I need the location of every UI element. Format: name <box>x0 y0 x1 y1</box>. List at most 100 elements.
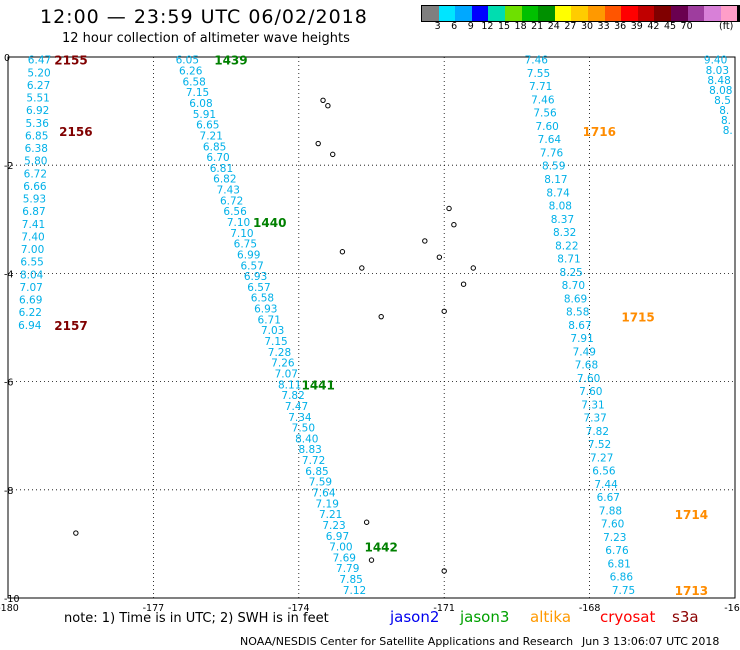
scale-label: 39 <box>630 21 643 32</box>
wave-height-value: 6.81 <box>210 163 233 175</box>
scale-swatch <box>687 6 705 21</box>
wave-height-value: 8.11 <box>278 379 301 391</box>
x-axis-tick-label: -177 <box>143 603 165 614</box>
wave-height-value: 7.82 <box>586 426 609 438</box>
legend-note: note: 1) Time is in UTC; 2) SWH is in fe… <box>64 611 329 626</box>
wave-height-value: 8.04 <box>20 269 44 281</box>
wave-height-value: 6.66 <box>23 181 47 193</box>
wave-height-value: 6.93 <box>244 271 267 283</box>
wave-height-value: 7.00 <box>329 542 352 554</box>
scale-swatch <box>737 6 740 21</box>
map-title: 12:00 — 23:59 UTC 06/02/2018 <box>40 6 368 28</box>
wave-height-value: 7.49 <box>573 346 596 358</box>
island-outline <box>422 238 428 244</box>
pass-time-label: 2155 <box>54 54 87 68</box>
wave-height-value: 7.03 <box>261 325 284 337</box>
wave-height-value: 6.56 <box>223 206 247 218</box>
wave-height-value: 6.93 <box>254 304 277 316</box>
island-outline <box>441 568 447 574</box>
pass-time-label: 2157 <box>54 319 87 333</box>
wave-height-value: 6.85 <box>203 141 226 153</box>
x-axis-tick-label: -180 <box>0 603 19 614</box>
wave-height-value: 7.23 <box>603 532 626 544</box>
wave-height-value: 8.74 <box>546 187 570 199</box>
wave-height-value: 8.48 <box>707 75 730 87</box>
wave-height-value: 6.57 <box>240 260 263 272</box>
wave-height-value: 7.47 <box>285 401 308 413</box>
island-outline <box>315 140 321 147</box>
wave-height-value: 9.40 <box>704 55 727 67</box>
wave-height-value: 8.08 <box>709 85 732 97</box>
map-subtitle: 12 hour collection of altimeter wave hei… <box>62 31 350 46</box>
wave-height-value: 8.83 <box>298 444 321 456</box>
wave-height-value: 8.69 <box>564 293 587 305</box>
scale-label: 9 <box>467 21 474 32</box>
pass-time-label: 1713 <box>675 584 708 598</box>
wave-height-value: 7.64 <box>538 134 562 146</box>
wave-height-value: 7.21 <box>200 130 223 142</box>
wave-height-value: 7.52 <box>588 439 611 451</box>
scale-swatch <box>422 6 439 21</box>
wave-height-value: 7.69 <box>333 552 356 564</box>
wave-height-value: 6.27 <box>27 80 50 92</box>
wave-height-value: 8.37 <box>551 214 574 226</box>
wave-height-value: 7.23 <box>322 520 345 532</box>
altimeter-track: 6.056.266.587.156.085.916.657.216.856.70… <box>176 54 398 597</box>
wave-height-value: 6.99 <box>237 249 260 261</box>
footer-source: NOAA/NESDIS Center for Satellite Applica… <box>240 635 574 648</box>
wave-height-value: 7.88 <box>599 505 622 517</box>
color-scale-labels: 3 6 9 12 15 18 21 24 27 30 33 36 39 42 45 70 <box>421 21 740 35</box>
scale-label: 70 <box>680 21 693 32</box>
scale-swatch <box>471 6 489 21</box>
scale-label: 24 <box>547 21 560 32</box>
wave-height-value: 7.60 <box>579 386 602 398</box>
pass-time-label: 1440 <box>253 216 286 230</box>
island-outline <box>359 265 365 271</box>
wave-height-value: 8.67 <box>568 320 591 332</box>
wave-height-value: 7.50 <box>292 423 315 435</box>
scale-label: 15 <box>497 21 511 32</box>
wave-height-value: 5.93 <box>23 194 46 206</box>
wave-height-value: 7.40 <box>21 231 44 243</box>
footer-timestamp: Jun 3 13:06:07 UTC 2018 <box>582 635 720 648</box>
scale-label: 42 <box>647 21 660 32</box>
y-axis-tick-label: -4 <box>4 269 13 280</box>
wave-height-value: 6.94 <box>18 320 42 332</box>
wave-height-value: 7.59 <box>309 477 332 489</box>
scale-swatch <box>504 6 522 21</box>
wave-height-value: 7.07 <box>275 368 298 380</box>
island-outline <box>451 222 457 228</box>
island-outline <box>446 205 452 212</box>
scale-swatch <box>720 6 738 21</box>
island-outline <box>436 254 443 260</box>
satellite-legend-jason3: jason3 <box>460 608 510 626</box>
wave-height-value: 7.76 <box>540 147 564 159</box>
y-axis-tick-label: -8 <box>4 486 13 497</box>
wave-height-value: 7.37 <box>583 413 606 425</box>
wave-height-value: 7.60 <box>535 121 558 133</box>
wave-height-value: 6.75 <box>234 239 257 251</box>
wave-height-value: 7.46 <box>531 94 555 106</box>
wave-height-value: 7.71 <box>529 81 552 93</box>
wave-height-value: 6.55 <box>20 257 43 269</box>
wave-height-value: 8.70 <box>562 280 585 292</box>
pass-time-label: 1714 <box>675 508 708 522</box>
scale-label: 6 <box>451 21 458 32</box>
wave-height-value: 8.71 <box>557 254 580 266</box>
x-axis-tick-label: -171 <box>433 603 455 614</box>
wave-height-value: 7.46 <box>525 55 549 67</box>
wave-height-value: 7.26 <box>271 358 295 370</box>
altimeter-track: 6.475.206.275.516.925.366.856.385.806.72… <box>18 54 92 333</box>
wave-height-value: 6.22 <box>19 307 42 319</box>
wave-height-value: 7.55 <box>527 68 550 80</box>
island-outline <box>339 249 346 255</box>
scale-label: 18 <box>514 21 527 32</box>
wave-height-value: 6.87 <box>22 206 45 218</box>
wave-height-value: 7.60 <box>601 519 624 531</box>
wave-height-value: 7.21 <box>319 509 342 521</box>
wave-height-value: 5.20 <box>27 67 50 79</box>
wave-height-value: 6.05 <box>176 55 199 67</box>
scale-label: 27 <box>564 21 577 32</box>
y-axis-tick-label: 0 <box>4 53 10 64</box>
